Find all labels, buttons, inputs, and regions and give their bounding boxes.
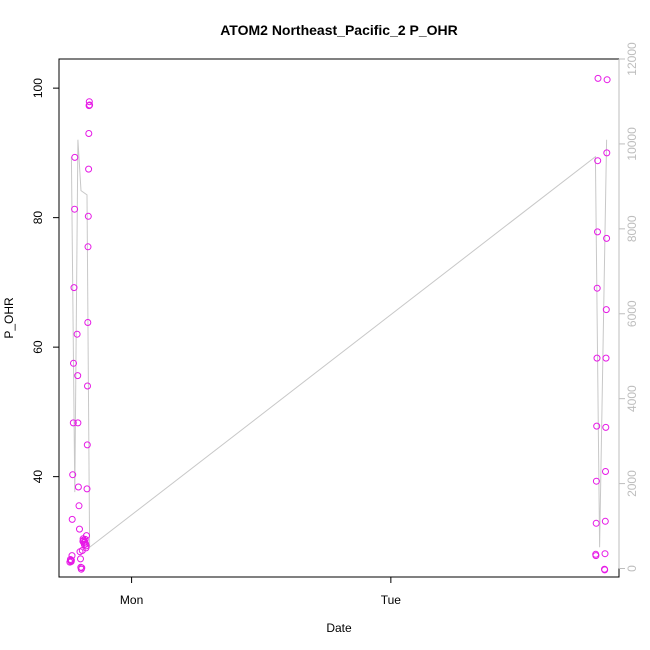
data-point — [603, 76, 611, 84]
data-point — [603, 234, 611, 242]
y-axis-left: 40 60 80 100 — [31, 78, 60, 484]
y2-tick-label: 4000 — [625, 385, 639, 412]
data-point — [594, 74, 602, 82]
data-point — [602, 354, 610, 362]
data-point — [594, 157, 602, 165]
y2-tick-label: 6000 — [625, 300, 639, 327]
y-axis-label: P_OHR — [2, 297, 16, 339]
data-point — [77, 555, 84, 563]
series-line-layer — [70, 139, 608, 549]
data-point — [67, 556, 75, 564]
data-point — [84, 382, 91, 390]
data-point — [75, 502, 83, 510]
data-point — [592, 552, 600, 560]
data-point — [592, 519, 600, 527]
chart-title: ATOM2 Northeast_Pacific_2 P_OHR — [220, 22, 458, 38]
data-point — [74, 372, 82, 380]
data-point — [74, 483, 82, 491]
y-tick-label: 100 — [31, 78, 45, 98]
data-point — [86, 101, 94, 109]
data-point — [85, 130, 93, 137]
y-tick-label: 80 — [31, 211, 45, 225]
data-point — [83, 532, 90, 540]
data-point — [82, 542, 90, 550]
data-point — [85, 165, 93, 173]
y-axis-right: 0 2000 4000 6000 8000 10000 12000 — [618, 42, 639, 572]
data-point — [602, 306, 610, 314]
data-point — [85, 98, 93, 106]
x-axis-label: Date — [326, 621, 352, 635]
plot-frame — [58, 58, 620, 578]
x-axis: Mon Tue — [120, 576, 402, 607]
data-point — [602, 423, 610, 431]
data-point — [601, 550, 609, 558]
y2-tick-label: 0 — [625, 565, 639, 572]
data-point — [69, 419, 77, 427]
y-tick-label: 40 — [31, 470, 45, 484]
data-point — [73, 330, 81, 338]
y2-tick-label: 12000 — [625, 42, 639, 76]
data-point — [594, 228, 601, 236]
y2-tick-label: 2000 — [625, 470, 639, 497]
y2-tick-label: 10000 — [625, 127, 639, 161]
data-point — [602, 468, 609, 475]
series-points-layer — [66, 74, 611, 574]
x-tick-label: Tue — [381, 593, 402, 607]
data-point — [74, 419, 82, 427]
data-point — [68, 552, 76, 560]
data-point — [70, 284, 78, 292]
series-line — [70, 139, 608, 549]
data-point — [592, 477, 600, 485]
y-tick-label: 60 — [31, 340, 45, 354]
data-point — [78, 564, 86, 572]
data-point — [69, 471, 77, 479]
data-point — [70, 359, 77, 367]
x-tick-label: Mon — [120, 593, 143, 607]
data-point — [76, 525, 83, 533]
data-point — [84, 243, 92, 251]
data-point — [68, 515, 76, 523]
data-point — [593, 354, 601, 362]
data-point — [71, 205, 79, 213]
data-point — [593, 422, 601, 430]
data-point — [84, 212, 92, 220]
data-point — [71, 153, 79, 161]
data-point — [84, 319, 92, 326]
data-point — [81, 535, 89, 543]
data-point — [83, 485, 91, 493]
data-point — [601, 566, 609, 574]
data-point — [593, 284, 601, 292]
y2-tick-label: 8000 — [625, 215, 639, 242]
data-point — [603, 149, 611, 157]
data-point — [83, 441, 91, 449]
data-point — [601, 517, 609, 525]
